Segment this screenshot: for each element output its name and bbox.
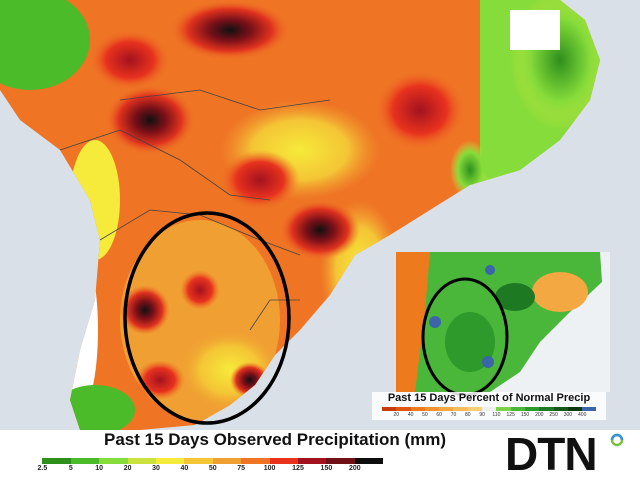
main-legend-ticks: 2.5 5 10 20 30 40 50 75 100 125 150 200 (0, 465, 640, 477)
legend-tick-label: 300 (563, 412, 573, 418)
legend-tick-label: 90 (479, 412, 485, 418)
legend-swatch (184, 458, 213, 464)
legend-tick-label: 30 (152, 465, 160, 472)
legend-swatch (382, 407, 397, 411)
main-legend-title: Past 15 Days Observed Precipitation (mm) (104, 430, 447, 449)
legend-swatch (269, 458, 298, 464)
legend-tick-label: 50 (208, 465, 217, 472)
dtn-logo: DTN (505, 430, 624, 475)
legend-swatch (326, 458, 355, 464)
legend-swatch (241, 458, 270, 464)
legend-tick-label: 100 (263, 465, 276, 472)
legend-swatch (496, 407, 511, 411)
legend-swatch (439, 407, 454, 411)
legend-tick-label: 150 (520, 412, 530, 418)
legend-tick-label: 20 (123, 465, 132, 472)
svg-text:DTN: DTN (505, 430, 597, 475)
legend-swatch (482, 407, 497, 411)
precipitation-map (0, 0, 640, 430)
legend-swatch (70, 458, 100, 464)
legend-tick-label: 70 (450, 412, 457, 418)
legend-swatch (582, 407, 597, 411)
legend-tick-label: 60 (436, 412, 442, 418)
legend-swatch (424, 407, 440, 411)
legend-tick-label: 10 (95, 465, 104, 472)
inset-color-bar (382, 407, 597, 411)
legend-swatch (212, 458, 242, 464)
legend-tick-label: 200 (535, 412, 544, 418)
legend-swatch (396, 407, 411, 411)
legend-swatch (99, 458, 128, 464)
legend-swatch (453, 407, 468, 411)
legend-swatch (539, 407, 554, 411)
legend-swatch (354, 458, 384, 464)
percent-of-normal-inset-map (396, 252, 610, 397)
legend-tick-label: 110 (492, 412, 501, 418)
legend-tick-label: 400 (578, 412, 587, 418)
legend-tick-label: 200 (348, 465, 361, 472)
legend-tick-label: 125 (506, 412, 515, 418)
legend-tick-label: 80 (465, 412, 471, 418)
legend-tick-label: 5 (68, 465, 73, 472)
legend-swatch (297, 458, 327, 464)
inset-legend: Past 15 Days Percent of Normal Precip 20… (372, 392, 606, 420)
legend-tick-label: 50 (422, 412, 428, 418)
legend-swatch (553, 407, 568, 411)
legend-swatch (510, 407, 525, 411)
highlight-circle (123, 211, 291, 425)
legend-tick-label: 2.5 (37, 465, 48, 472)
legend-swatch (410, 407, 425, 411)
legend-swatch (14, 458, 43, 464)
legend-tick-label: 250 (549, 412, 558, 418)
legend-tick-label: 125 (292, 465, 304, 472)
legend-tick-label: 40 (180, 465, 189, 472)
legend-tick-label: 150 (320, 465, 333, 472)
legend-swatch (42, 458, 71, 464)
main-color-bar (14, 458, 384, 464)
country-borders (59, 89, 331, 331)
legend-swatch (467, 407, 483, 411)
legend-swatch (155, 458, 185, 464)
inset-legend-title: Past 15 Days Percent of Normal Precip (387, 392, 591, 404)
legend-swatch (127, 458, 156, 464)
legend-swatch (567, 407, 583, 411)
legend-tick-label: 40 (407, 412, 414, 418)
legend-swatch (524, 407, 540, 411)
legend-tick-label: 75 (237, 465, 246, 472)
legend-tick-label: 20 (393, 412, 400, 418)
